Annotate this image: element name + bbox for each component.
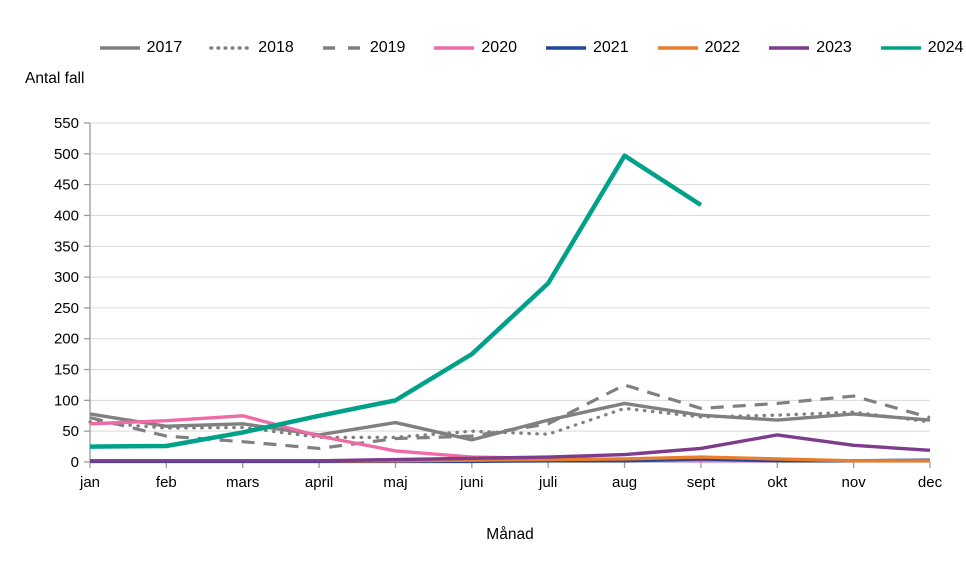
x-tick-label: nov — [842, 474, 867, 491]
legend-item-2024: 2024 — [879, 39, 964, 56]
legend-item-2017: 2017 — [98, 39, 183, 56]
legend-item-2022: 2022 — [656, 39, 741, 56]
legend-label: 2021 — [593, 39, 629, 56]
legend-label: 2018 — [258, 39, 294, 56]
y-tick-label: 100 — [54, 392, 79, 409]
series-line-2023 — [90, 433, 931, 463]
y-axis-title: Antal fall — [25, 70, 85, 87]
legend-line-sample-solid — [880, 46, 921, 50]
y-tick-label: 550 — [54, 115, 79, 132]
legend-item-2021: 2021 — [544, 40, 629, 56]
x-tick-label: feb — [156, 474, 177, 491]
legend-line-sample-dashed — [322, 46, 363, 50]
x-tick-label: jan — [79, 474, 100, 491]
x-tick-label: aug — [612, 474, 637, 491]
series-line-2024 — [89, 153, 703, 449]
series-line-2018 — [88, 406, 932, 439]
x-tick-label: april — [305, 474, 333, 491]
legend-item-2020: 2020 — [432, 40, 517, 56]
y-tick-label: 300 — [54, 269, 79, 286]
legend-line-sample-dotted — [209, 46, 254, 50]
x-tick-label: mars — [226, 474, 259, 491]
y-tick-label: 450 — [54, 177, 79, 194]
legend-label: 2019 — [369, 39, 406, 56]
legend-line-sample-solid — [434, 46, 475, 50]
x-axis-title: Månad — [486, 526, 534, 543]
y-tick-label: 500 — [54, 146, 79, 163]
x-tick-label: okt — [767, 474, 788, 491]
legend-item-2018: 2018 — [209, 40, 294, 56]
y-tick-label: 400 — [54, 207, 79, 224]
x-tick-label: sept — [687, 474, 716, 491]
y-tick-label: 250 — [54, 300, 79, 317]
legend-line-sample-solid — [99, 46, 140, 50]
legend-line-sample-solid — [769, 46, 810, 50]
x-tick-label: juni — [459, 474, 483, 491]
legend-label: 2022 — [704, 39, 741, 56]
x-tick-label: maj — [383, 474, 407, 491]
series-line-2017 — [89, 401, 931, 442]
legend-item-2023: 2023 — [767, 40, 852, 56]
y-tick-label: 0 — [71, 454, 79, 471]
series-line-2019 — [89, 383, 931, 451]
y-tick-label: 150 — [54, 362, 79, 379]
y-tick-label: 200 — [54, 331, 79, 348]
legend-item-2019: 2019 — [321, 39, 406, 56]
legend-line-sample-solid — [546, 46, 586, 50]
legend-label: 2023 — [816, 39, 852, 56]
y-tick-label: 350 — [54, 238, 79, 255]
legend-line-sample-solid — [657, 46, 698, 50]
chart-legend: 2017 2018 2019 2020 2021 2022 2023 2024 — [0, 40, 966, 56]
legend-label: 2017 — [146, 39, 183, 56]
x-tick-label: juli — [538, 474, 557, 491]
y-tick-label: 50 — [62, 423, 79, 440]
x-tick-label: dec — [918, 474, 943, 491]
legend-label: 2024 — [927, 39, 964, 56]
legend-label: 2020 — [481, 39, 517, 56]
